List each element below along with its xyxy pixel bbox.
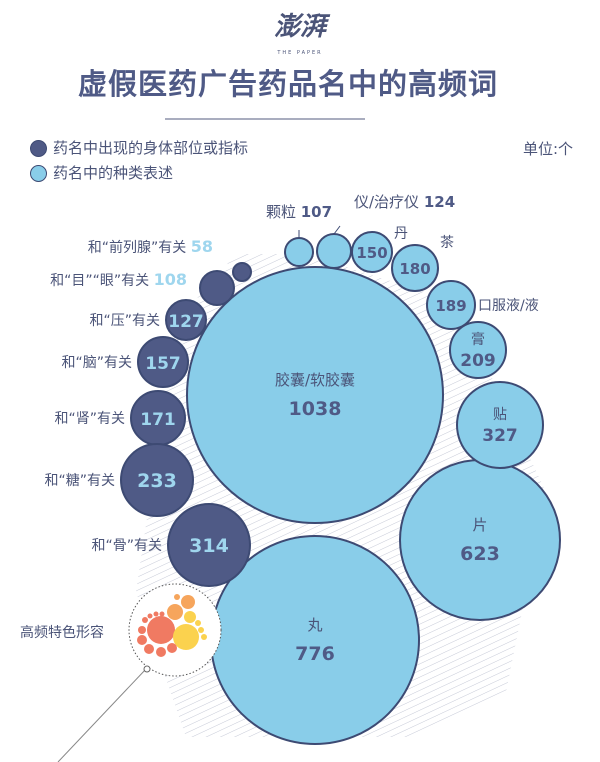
bubble-value: 171 [140, 410, 176, 430]
bubble-和骨有关: 314 和“骨”有关 [91, 503, 251, 587]
bubble-label: 颗粒 107 [266, 203, 332, 221]
logo-subtitle: THE PAPER [277, 50, 323, 56]
bubble-label: 丸 [307, 616, 322, 634]
legend-label: 药名中的种类表述 [53, 164, 174, 182]
bubble-circle [351, 231, 393, 273]
bubble-和压有关: 127 和“压”有关 [89, 299, 207, 341]
bubble-label: 膏 [471, 331, 485, 348]
bubble-circle [199, 270, 235, 306]
title-divider [165, 118, 365, 120]
bubble-label: 口服液/液 [478, 298, 539, 314]
bubble-丸: 丸 776 [210, 535, 420, 745]
bubble-circle [449, 321, 507, 379]
bubble-value: 189 [435, 297, 466, 315]
adjective-dot [184, 611, 196, 623]
bubble-颗粒: 颗粒 107 [266, 203, 332, 267]
bubble-片: 片 623 [399, 459, 561, 621]
adjective-dot [142, 617, 148, 623]
adjective-dot [159, 611, 165, 617]
adjective-dot [137, 635, 147, 645]
bubble-丹: 150 丹 [351, 226, 408, 273]
bubble-value: 776 [295, 643, 335, 665]
bubble-circle [120, 443, 194, 517]
bubble-value: 150 [356, 244, 387, 262]
adjective-dot [181, 595, 195, 609]
bubble-circle [137, 336, 189, 388]
bubble-茶: 180 茶 [391, 235, 454, 292]
bubble-label: 贴 [493, 407, 507, 423]
bubble-circle [399, 459, 561, 621]
bubble-label: 片 [472, 516, 487, 534]
bubble-value: 623 [460, 543, 500, 565]
bubble-膏: 膏 209 [449, 321, 507, 379]
bubble-value: 180 [399, 260, 430, 278]
unit-label: 单位:个 [522, 140, 573, 158]
bubble-circle [391, 244, 439, 292]
bubble-label: 和“前列腺”有关 58 [88, 237, 213, 256]
bubble-口服液液: 189 口服液/液 [426, 280, 539, 330]
bubble-label: 和“肾”有关 [54, 411, 125, 427]
bubble-value: 209 [460, 351, 496, 371]
legend-dark-dot-icon [30, 139, 47, 157]
bubble-circle [165, 299, 207, 341]
bubble-circle [167, 503, 251, 587]
bubble-和肾有关: 171 和“肾”有关 [54, 390, 186, 446]
adjective-dot [167, 643, 177, 653]
adjective-dot [173, 624, 199, 650]
bubble-value: 157 [145, 354, 181, 374]
bubble-label: 丹 [394, 226, 408, 242]
magnifier-label: 高频特色形容 [20, 624, 104, 641]
adjective-dot [174, 594, 180, 600]
adjective-dot [198, 627, 204, 633]
bubble-circle [186, 266, 444, 524]
bubble-仪治疗仪: 仪/治疗仪 124 [316, 193, 455, 269]
bubble-circle [426, 280, 476, 330]
legend-item-type: 药名中的种类表述 [30, 164, 173, 182]
adjective-dot [153, 611, 159, 617]
adjective-dot [147, 616, 175, 644]
adjective-dot [144, 644, 154, 654]
bubble-label: 和“压”有关 [89, 313, 160, 329]
bubble-label: 茶 [440, 235, 454, 251]
bubble-和脑有关: 157 和“脑”有关 [61, 336, 189, 388]
bubble-label: 和“目”“眼”有关 108 [50, 270, 187, 289]
bubble-value: 327 [482, 426, 518, 446]
bubble-胶囊软胶囊: 胶囊/软胶囊 1038 [186, 266, 444, 524]
bubble-label: 仪/治疗仪 124 [354, 193, 455, 211]
legend-light-dot-icon [30, 164, 47, 182]
adjective-dot [138, 626, 146, 634]
bubble-label: 和“脑”有关 [61, 355, 132, 371]
page-title: 虚假医药广告药品名中的高频词 [78, 67, 499, 101]
legend-label: 药名中出现的身体部位或指标 [53, 139, 249, 157]
adjective-dot [156, 647, 166, 657]
adjective-dot [195, 620, 201, 626]
bubble-label: 和“骨”有关 [91, 538, 162, 554]
magnifier-pointer [57, 668, 147, 762]
bubble-circle [232, 262, 252, 282]
adjective-dot [201, 634, 207, 640]
bubble-和目眼有关: 和“目”“眼”有关 108 [50, 270, 235, 306]
legend-item-body: 药名中出现的身体部位或指标 [30, 139, 248, 157]
bubble-circle [316, 233, 352, 269]
logo: 澎湃 [273, 12, 326, 42]
bubble-和糖有关: 233 和“糖”有关 [44, 443, 194, 517]
magnifier-knob [143, 665, 151, 673]
adjective-dot [147, 613, 153, 619]
bubble-label: 胶囊/软胶囊 [275, 371, 355, 389]
bubble-label: 和“糖”有关 [44, 473, 115, 489]
bubble-贴: 贴 327 [456, 381, 544, 469]
bubble-circle [284, 237, 314, 267]
adjective-dot [167, 604, 183, 620]
bubble-value: 314 [189, 535, 229, 557]
bubble-value: 233 [137, 470, 177, 492]
bubble-value: 1038 [289, 398, 342, 420]
bubble-circle [456, 381, 544, 469]
bubble-和前列腺有关: 和“前列腺”有关 58 [88, 237, 252, 282]
bubble-value: 127 [168, 312, 204, 332]
